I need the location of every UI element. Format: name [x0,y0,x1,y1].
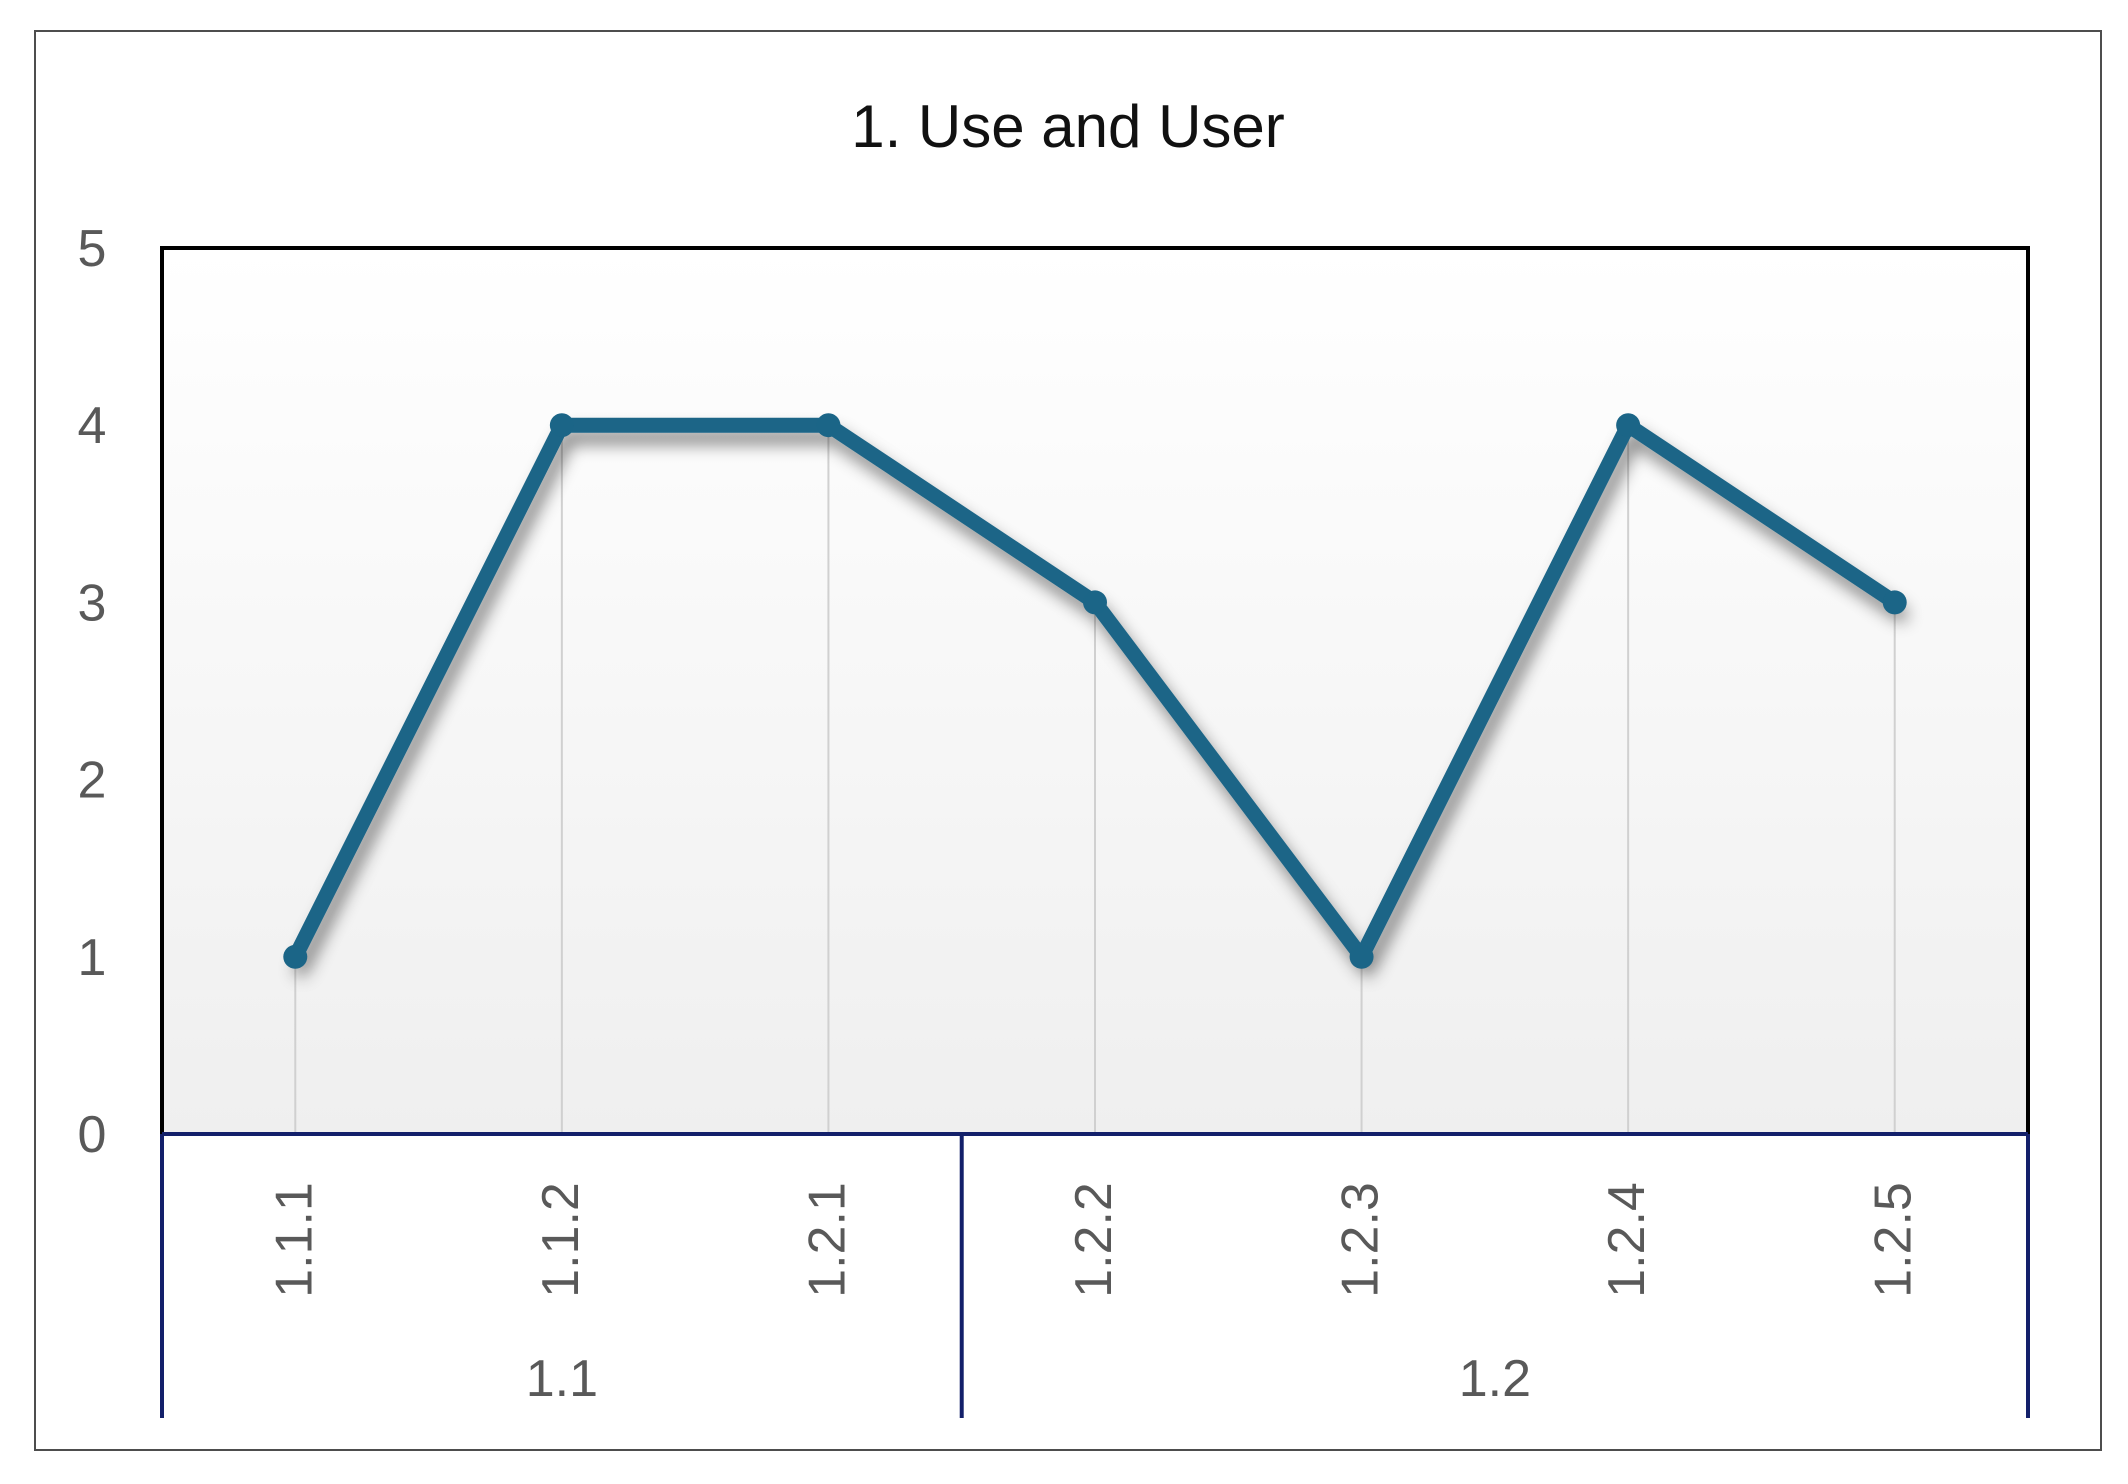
data-point-1.2.2 [1083,590,1107,614]
y-tick-label: 5 [78,220,107,278]
x-tick-label: 1.1.2 [532,1182,590,1298]
x-tick-label: 1.2.3 [1332,1182,1390,1298]
x-tick-label: 1.2.5 [1865,1182,1923,1298]
x-group-label: 1.1 [526,1350,598,1408]
x-tick-label: 1.2.1 [798,1182,856,1298]
x-tick-label: 1.1.1 [265,1182,323,1298]
x-tick-label: 1.2.2 [1065,1182,1123,1298]
y-tick-label: 0 [78,1106,107,1164]
data-point-1.1.2 [550,413,574,437]
y-tick-label: 2 [78,752,107,810]
x-group-label: 1.2 [1459,1350,1531,1408]
chart-title: 1. Use and User [851,93,1285,160]
data-point-1.1.1 [283,945,307,969]
data-point-1.2.5 [1883,590,1907,614]
x-tick-label: 1.2.4 [1598,1182,1656,1298]
data-point-1.2.4 [1616,413,1640,437]
y-tick-label: 1 [78,929,107,987]
data-point-1.2.1 [816,413,840,437]
data-point-1.2.3 [1350,945,1374,969]
y-tick-label: 4 [78,397,107,455]
y-tick-label: 3 [78,574,107,632]
